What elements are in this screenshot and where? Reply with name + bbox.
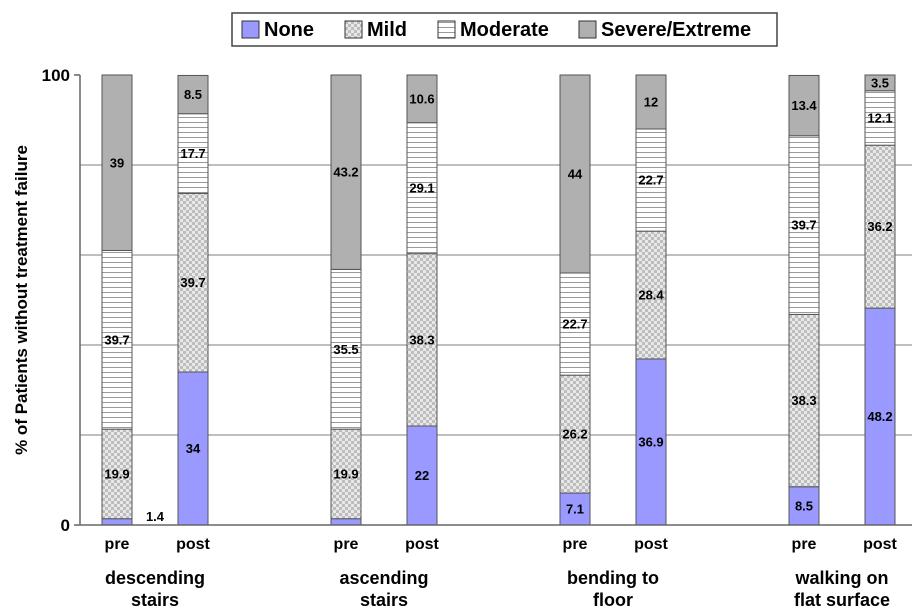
y-tick-label: 0 (61, 516, 70, 535)
gridlines (80, 164, 912, 436)
data-label: 22.7 (562, 317, 587, 332)
bar-segment-moderate (559, 272, 591, 376)
data-label: 43.2 (333, 165, 358, 180)
data-label: 12 (644, 95, 658, 110)
data-label: 19.9 (333, 466, 358, 481)
legend-swatch (437, 20, 456, 39)
labels: 19.9 39.7 39 pre 34 39.7 17.7 8.5 post descending… (12, 66, 898, 610)
axes (74, 74, 912, 526)
bar-segment-none (559, 492, 591, 526)
bar-tick-label: pre (563, 536, 588, 553)
data-label: 22 (415, 468, 429, 483)
data-label: 17.7 (180, 146, 205, 161)
data-label: 19.9 (104, 466, 129, 481)
bar-segment-none (406, 425, 438, 526)
group-label: floor (593, 590, 633, 610)
data-label: 39.7 (791, 218, 816, 233)
legend-label: None (264, 19, 314, 41)
legend-label: Mild (367, 19, 407, 41)
bar-segment-none (177, 371, 209, 526)
data-label: 48.2 (867, 409, 892, 424)
data-label: 28.4 (638, 288, 664, 303)
bar-segment-none (635, 358, 667, 526)
data-label: 36.9 (638, 434, 663, 449)
legend-swatch (241, 20, 260, 39)
legend: None Mild Moderate Severe/Extreme (231, 12, 778, 47)
bar-tick-label: post (634, 536, 668, 553)
bar-segment-none (788, 486, 820, 526)
group-label: stairs (131, 590, 179, 610)
data-label: 44 (568, 167, 583, 182)
bar-segment-severe-extreme (864, 74, 896, 92)
bar-tick-label: pre (334, 536, 359, 553)
bar-segment-severe-extreme (177, 74, 209, 115)
data-label: 13.4 (791, 98, 817, 113)
data-label: 29.1 (409, 181, 434, 196)
data-label: 8.5 (184, 87, 202, 102)
legend-swatch (344, 20, 363, 39)
data-label: 12.1 (867, 110, 892, 125)
bar-segment-severe-extreme (101, 74, 133, 251)
data-label-outside: 1.4 (146, 509, 165, 524)
data-label: 8.5 (795, 498, 813, 513)
bar-tick-label: pre (792, 536, 817, 553)
bar-segment-severe-extreme (559, 74, 591, 274)
data-label: 7.1 (566, 502, 584, 517)
group-label: ascending (339, 568, 428, 588)
bar-segment-severe-extreme (635, 74, 667, 130)
bar-segment-mild (101, 428, 133, 520)
legend-swatch (578, 20, 597, 39)
bar-segment-severe-extreme (330, 74, 362, 270)
bar-segment-moderate (864, 90, 896, 146)
bar-segment-mild (635, 230, 667, 360)
data-label: 39.7 (104, 332, 129, 347)
data-label: 39.7 (180, 275, 205, 290)
bar-segment-severe-extreme (406, 74, 438, 124)
data-label: 38.3 (409, 332, 434, 347)
y-tick-label: 100 (42, 66, 70, 85)
legend-label: Moderate (460, 19, 549, 41)
data-label: 22.7 (638, 173, 663, 188)
bar-tick-label: post (405, 536, 439, 553)
data-label: 35.5 (333, 342, 358, 357)
bar-segment-none (330, 518, 362, 526)
group-label: descending (105, 568, 205, 588)
data-label: 39 (110, 155, 124, 170)
bar-segment-none (101, 518, 133, 526)
data-label: 36.2 (867, 219, 892, 234)
bar-segment-none (864, 307, 896, 526)
legend-label: Severe/Extreme (601, 19, 751, 41)
data-label: 26.2 (562, 427, 587, 442)
bar-segment-severe-extreme (788, 74, 820, 137)
group-label: flat surface (794, 590, 890, 610)
bar-segment-mild (406, 253, 438, 427)
bar-tick-label: post (863, 536, 897, 553)
legend-box (231, 12, 778, 47)
bar-segment-mild (788, 313, 820, 488)
bar-segment-moderate (788, 135, 820, 315)
y-axis-title: % of Patients without treatment failure (12, 145, 31, 455)
bar-tick-label: post (176, 536, 210, 553)
bar-tick-label: pre (105, 536, 130, 553)
data-label: 3.5 (871, 75, 889, 90)
data-label: 38.3 (791, 393, 816, 408)
bar-segment-mild (177, 192, 209, 373)
data-label: 10.6 (409, 91, 434, 106)
bars (101, 74, 896, 526)
bar-segment-mild (330, 428, 362, 520)
bar-segment-mild (559, 374, 591, 494)
group-label: bending to (567, 568, 659, 588)
data-label: 34 (186, 441, 201, 456)
bar-segment-moderate (635, 128, 667, 232)
group-label: walking on (794, 568, 888, 588)
group-label: stairs (360, 590, 408, 610)
bar-segment-moderate (177, 113, 209, 194)
